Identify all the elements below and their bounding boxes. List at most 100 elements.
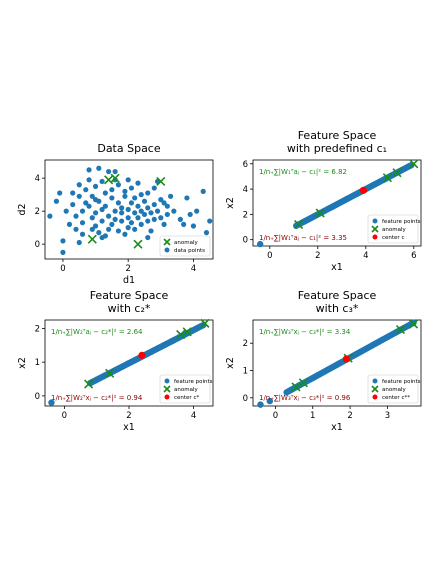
- data-point: [200, 188, 206, 194]
- data-point: [89, 226, 95, 232]
- metric-annotation: 1/n₊∑|W₁ᵀaⱼ − c₁|² = 6.82: [259, 168, 347, 176]
- anomaly-marker-stroke: [291, 382, 301, 392]
- data-point: [138, 192, 144, 198]
- data-point: [70, 201, 76, 208]
- data-point: [167, 193, 174, 199]
- x-tick-label: 4: [191, 264, 196, 274]
- data-point: [171, 208, 177, 214]
- data-point: [122, 193, 128, 199]
- data-point: [145, 234, 151, 241]
- x-axis-label-2: x1: [331, 262, 343, 273]
- data-point: [151, 185, 157, 191]
- legend-box-3: [159, 374, 211, 404]
- data-point: [47, 213, 53, 219]
- anomaly-marker-stroke: [395, 324, 406, 335]
- data-point: [148, 228, 154, 234]
- metric-annotation: 1/n₊∑|W₂ᵀaⱼ − c₂*|² = 2.64: [51, 328, 143, 336]
- legend-circle-marker: [372, 378, 378, 384]
- legend-anomaly-marker-stroke: [371, 385, 379, 393]
- y-axis-label-3: x2: [17, 357, 28, 369]
- data-point: [92, 183, 99, 189]
- x-axis-label-3: x1: [123, 422, 135, 433]
- anomaly-marker-stroke: [382, 173, 392, 183]
- legend-label: center c*: [174, 395, 199, 401]
- axes-frame-1: [44, 159, 214, 260]
- legend-label: anomaly: [174, 387, 198, 393]
- legend-label: feature points: [174, 379, 213, 385]
- data-point: [132, 195, 138, 201]
- data-point: [125, 206, 131, 213]
- chart-title-4-line-2: with c₃*: [316, 302, 359, 315]
- data-point: [92, 210, 99, 216]
- x-tick-label: 4: [191, 411, 196, 421]
- x-tick-label: 4: [363, 251, 368, 261]
- data-point: [99, 206, 105, 213]
- legend-box-4: [367, 374, 419, 404]
- feature-point: [257, 240, 264, 248]
- anomaly-marker-stroke: [156, 176, 166, 187]
- data-point: [112, 168, 118, 175]
- data-point: [109, 195, 115, 201]
- legend-circle-marker: [164, 378, 170, 384]
- y-tick-label: 1: [243, 367, 248, 377]
- data-point: [132, 226, 138, 232]
- anomaly-marker-stroke: [392, 168, 402, 178]
- data-point: [79, 208, 86, 214]
- data-point: [141, 211, 148, 218]
- legend-label: anomaly: [382, 227, 406, 233]
- data-point: [99, 178, 105, 185]
- legend-circle-marker: [372, 234, 378, 240]
- center-marker: [359, 186, 367, 194]
- axes-frame-2: [252, 159, 422, 247]
- x-tick-label: 0: [60, 264, 65, 274]
- legend-label: center c**: [382, 395, 410, 401]
- data-point: [63, 208, 69, 214]
- data-point: [125, 215, 131, 221]
- metric-annotation: 1/n₊∑|W₃ᵀxⱼ − c₃*|² = 0.96: [259, 394, 351, 402]
- legend-circle-marker: [164, 247, 170, 253]
- data-point: [128, 200, 135, 206]
- y-axis-label-4: x2: [225, 357, 236, 369]
- data-point: [106, 168, 112, 175]
- data-point: [79, 231, 86, 237]
- y-tick-label: 0: [243, 394, 248, 404]
- data-point: [60, 249, 66, 255]
- metric-annotation: 1/n₊∑|W₂ᵀxⱼ − c₂*|² = 0.94: [51, 394, 143, 402]
- data-point: [145, 218, 151, 224]
- data-point: [158, 215, 164, 221]
- y-tick-label: 2: [243, 210, 248, 220]
- data-point: [89, 193, 95, 199]
- data-point: [57, 190, 63, 196]
- legend-circle-marker: [164, 394, 170, 400]
- y-tick-label: 0: [35, 392, 40, 402]
- data-point: [115, 228, 121, 234]
- legend-label: anomaly: [382, 387, 406, 393]
- data-point: [96, 165, 102, 171]
- legend-label: center c: [382, 235, 404, 241]
- data-point: [53, 198, 60, 204]
- data-point: [96, 230, 102, 236]
- data-point: [154, 208, 161, 214]
- anomaly-marker-stroke: [200, 318, 210, 328]
- feature-point: [410, 319, 417, 326]
- data-point: [73, 213, 79, 219]
- data-point: [148, 210, 154, 216]
- data-point: [115, 182, 121, 188]
- data-point: [112, 208, 118, 214]
- data-point: [89, 215, 95, 221]
- anomaly-marker-stroke: [176, 329, 186, 340]
- data-point: [190, 223, 197, 229]
- feature-point: [266, 397, 273, 405]
- metric-annotation: 1/n₊∑|W₁ᵀaⱼ − c₁|² = 3.35: [259, 234, 347, 242]
- y-axis-label-2: x2: [225, 197, 236, 209]
- x-tick-label: 2: [315, 251, 320, 261]
- x-tick-label: 2: [126, 411, 131, 421]
- y-tick-label: 6: [243, 160, 248, 170]
- legend-label: feature points: [382, 379, 421, 385]
- data-point: [99, 218, 105, 224]
- metric-annotation: 1/n₊∑|W₃ᵀxⱼ − c₃*|² = 3.34: [259, 328, 351, 336]
- data-point: [135, 203, 141, 209]
- data-point: [125, 225, 131, 231]
- x-tick-label: 0: [62, 411, 67, 421]
